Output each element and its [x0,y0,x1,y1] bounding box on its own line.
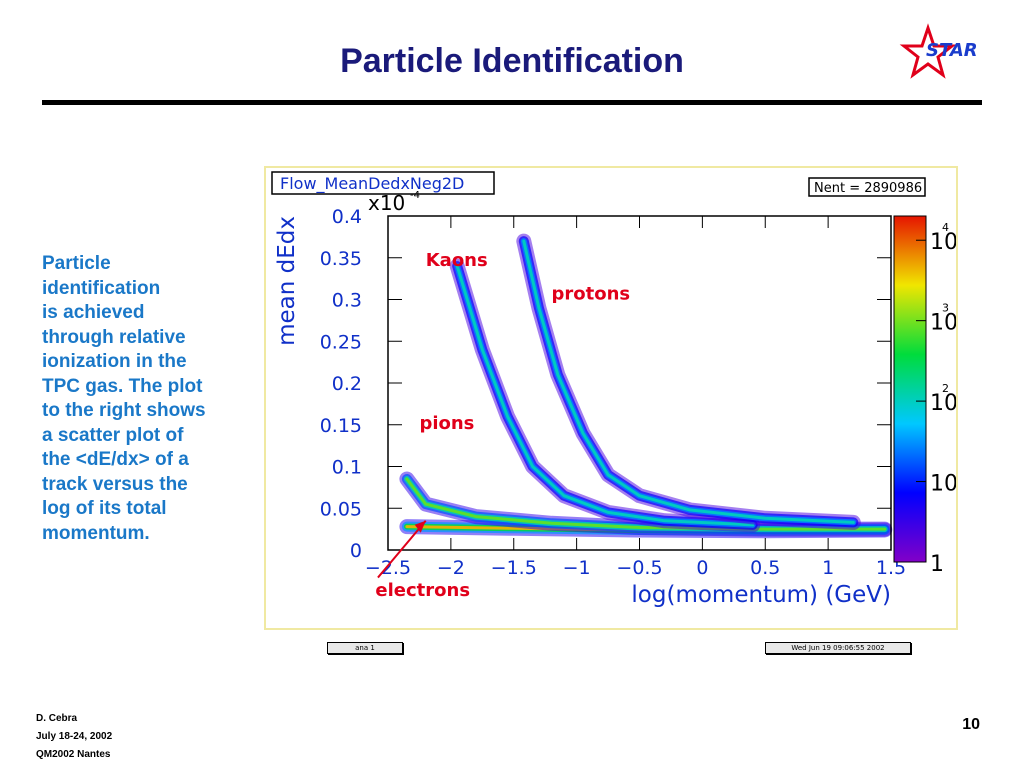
y-tick-label: 0 [350,540,362,562]
annotation-protons: protons [551,284,630,305]
x-tick-label: −2.5 [365,557,411,579]
histogram-timestamp: Wed Jun 19 09:06:55 2002 [765,642,911,654]
colorbar-label-exponent: 3 [942,302,949,315]
x-tick-label: −2 [437,557,465,579]
stats-text: Nent = 2890986 [814,181,922,196]
y-tick-label: 0.3 [332,290,362,312]
colorbar-label: 10 [930,391,956,416]
band-protons-layer-3 [522,239,855,524]
footer-conference: QM2002 Nantes [36,749,111,760]
x-tick-label: −0.5 [616,557,662,579]
x-tick-label: 0 [696,557,708,579]
band-kaons-layer-3 [455,264,755,527]
footer-dates: July 18-24, 2002 [36,731,113,742]
y-multiplier-exponent: -4 [410,190,420,201]
y-tick-label: 0.15 [320,415,362,437]
annotation-electrons: electrons [375,580,470,601]
y-tick-label: 0.05 [320,498,362,520]
color-bar [893,215,927,563]
page-number: 10 [962,716,980,733]
footer-author: D. Cebra [36,713,78,724]
band-pions-layer-3 [405,477,887,531]
colorbar-label: 1 [930,552,944,577]
title-box [271,171,495,195]
histogram-label-left: ana 1 [327,642,403,654]
x-tick-label: −1.5 [491,557,537,579]
x-tick-label: 1 [822,557,834,579]
x-tick-label: −1 [563,557,591,579]
description-text: Particle identification is achieved thro… [42,253,206,544]
histogram-frame: Flow_MeanDedxNeg2D Nent = 2890986 −2.5 −2 −1… [264,166,958,630]
logo-text: STAR [926,40,976,61]
title-divider [42,100,982,105]
colorbar-label: 10 [930,311,956,336]
y-tick-label: 0.35 [320,248,362,270]
y-tick-label: 0.2 [332,373,362,395]
x-axis-label: log(momentum) (GeV) [631,582,891,608]
colorbar-label: 10 [930,472,956,497]
colorbar-label-exponent: 4 [942,221,949,234]
x-tick-label: 0.5 [750,557,780,579]
star-logo: STAR [899,23,976,79]
slide-title: Particle Identification [340,42,684,80]
y-tick-label: 0.25 [320,331,362,353]
stats-box [808,177,926,197]
dedx-scatter-plot: Flow_MeanDedxNeg2D Nent = 2890986 −2.5 −2 −1… [271,171,958,608]
y-axis-label: mean dEdx [274,216,300,346]
electrons-arrowhead [414,520,426,533]
annotation-pions: pions [419,413,474,434]
y-tick-label: 0.1 [332,457,362,479]
annotation-kaons: Kaons [426,250,488,271]
y-multiplier: x10 [368,191,405,215]
y-tick-label: 0.4 [332,206,362,228]
colorbar-label: 10 [930,230,956,255]
electrons-arrow [377,520,427,579]
chart-title: Flow_MeanDedxNeg2D [280,174,464,194]
band-kaons-layer-2 [454,263,756,528]
colorbar-label-exponent: 2 [942,382,949,395]
